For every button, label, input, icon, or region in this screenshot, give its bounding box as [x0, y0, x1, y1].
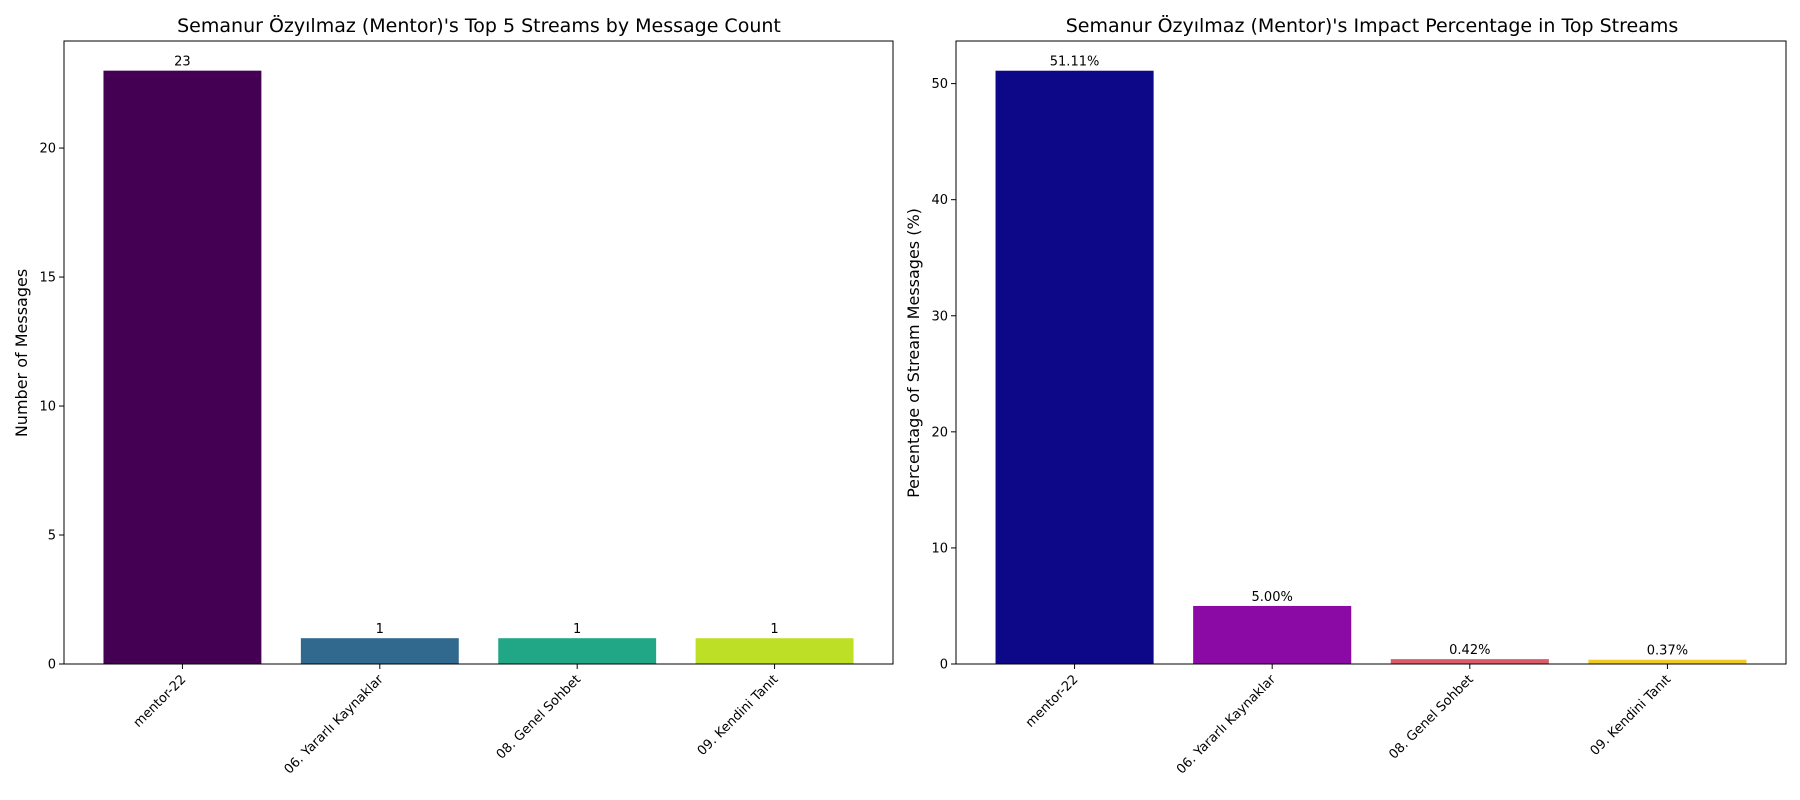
y-ticks-group: 0 5 10 15 20	[39, 142, 64, 673]
bars-group	[103, 70, 854, 665]
data-label: 51.11%	[1050, 55, 1100, 70]
y-tick-label: 30	[931, 309, 948, 324]
y-axis-label: Number of Messages	[12, 269, 31, 437]
bar-06-yararl-kaynaklar	[1193, 605, 1352, 664]
y-tick-label: 10	[39, 400, 56, 415]
y-tick-label: 40	[931, 193, 948, 208]
data-label: 1	[376, 622, 384, 637]
bar-09-kendini-tan-t	[695, 638, 854, 664]
y-tick-label: 20	[39, 142, 56, 157]
y-tick-label: 20	[931, 425, 948, 440]
data-label: 0.42%	[1449, 643, 1490, 658]
y-ticks-group: 0 10 20 30 40 50	[931, 77, 956, 673]
chart-title: Semanur Özyılmaz (Mentor)'s Impact Perce…	[1066, 14, 1679, 37]
data-labels-group: 23 1 1 1	[174, 55, 779, 638]
y-tick-label: 5	[48, 529, 56, 544]
plot-frame	[955, 40, 1787, 665]
data-labels-group: 51.11% 5.00% 0.42% 0.37%	[1050, 55, 1688, 659]
data-label: 23	[174, 55, 191, 70]
data-label: 1	[573, 622, 581, 637]
y-tick-label: 15	[39, 271, 56, 286]
bar-mentor-22	[103, 70, 262, 665]
bar-09-kendini-tan-t	[1588, 659, 1747, 664]
bar-06-yararl-kaynaklar	[300, 638, 459, 664]
y-tick-label: 0	[48, 658, 56, 673]
bar-08-genel-sohbet	[498, 638, 657, 664]
bar-08-genel-sohbet	[1390, 659, 1549, 664]
data-label: 1	[770, 622, 778, 637]
y-tick-label: 0	[940, 658, 948, 673]
chart-title: Semanur Özyılmaz (Mentor)'s Top 5 Stream…	[177, 14, 781, 37]
y-tick-label: 50	[931, 77, 948, 92]
data-label: 5.00%	[1252, 590, 1293, 605]
bar-mentor-22	[995, 70, 1154, 665]
plot-frame	[63, 40, 894, 665]
y-tick-label: 10	[931, 541, 948, 556]
data-label: 0.37%	[1647, 644, 1688, 659]
bars-group	[995, 70, 1747, 665]
y-axis-label: Percentage of Stream Messages (%)	[904, 208, 923, 498]
